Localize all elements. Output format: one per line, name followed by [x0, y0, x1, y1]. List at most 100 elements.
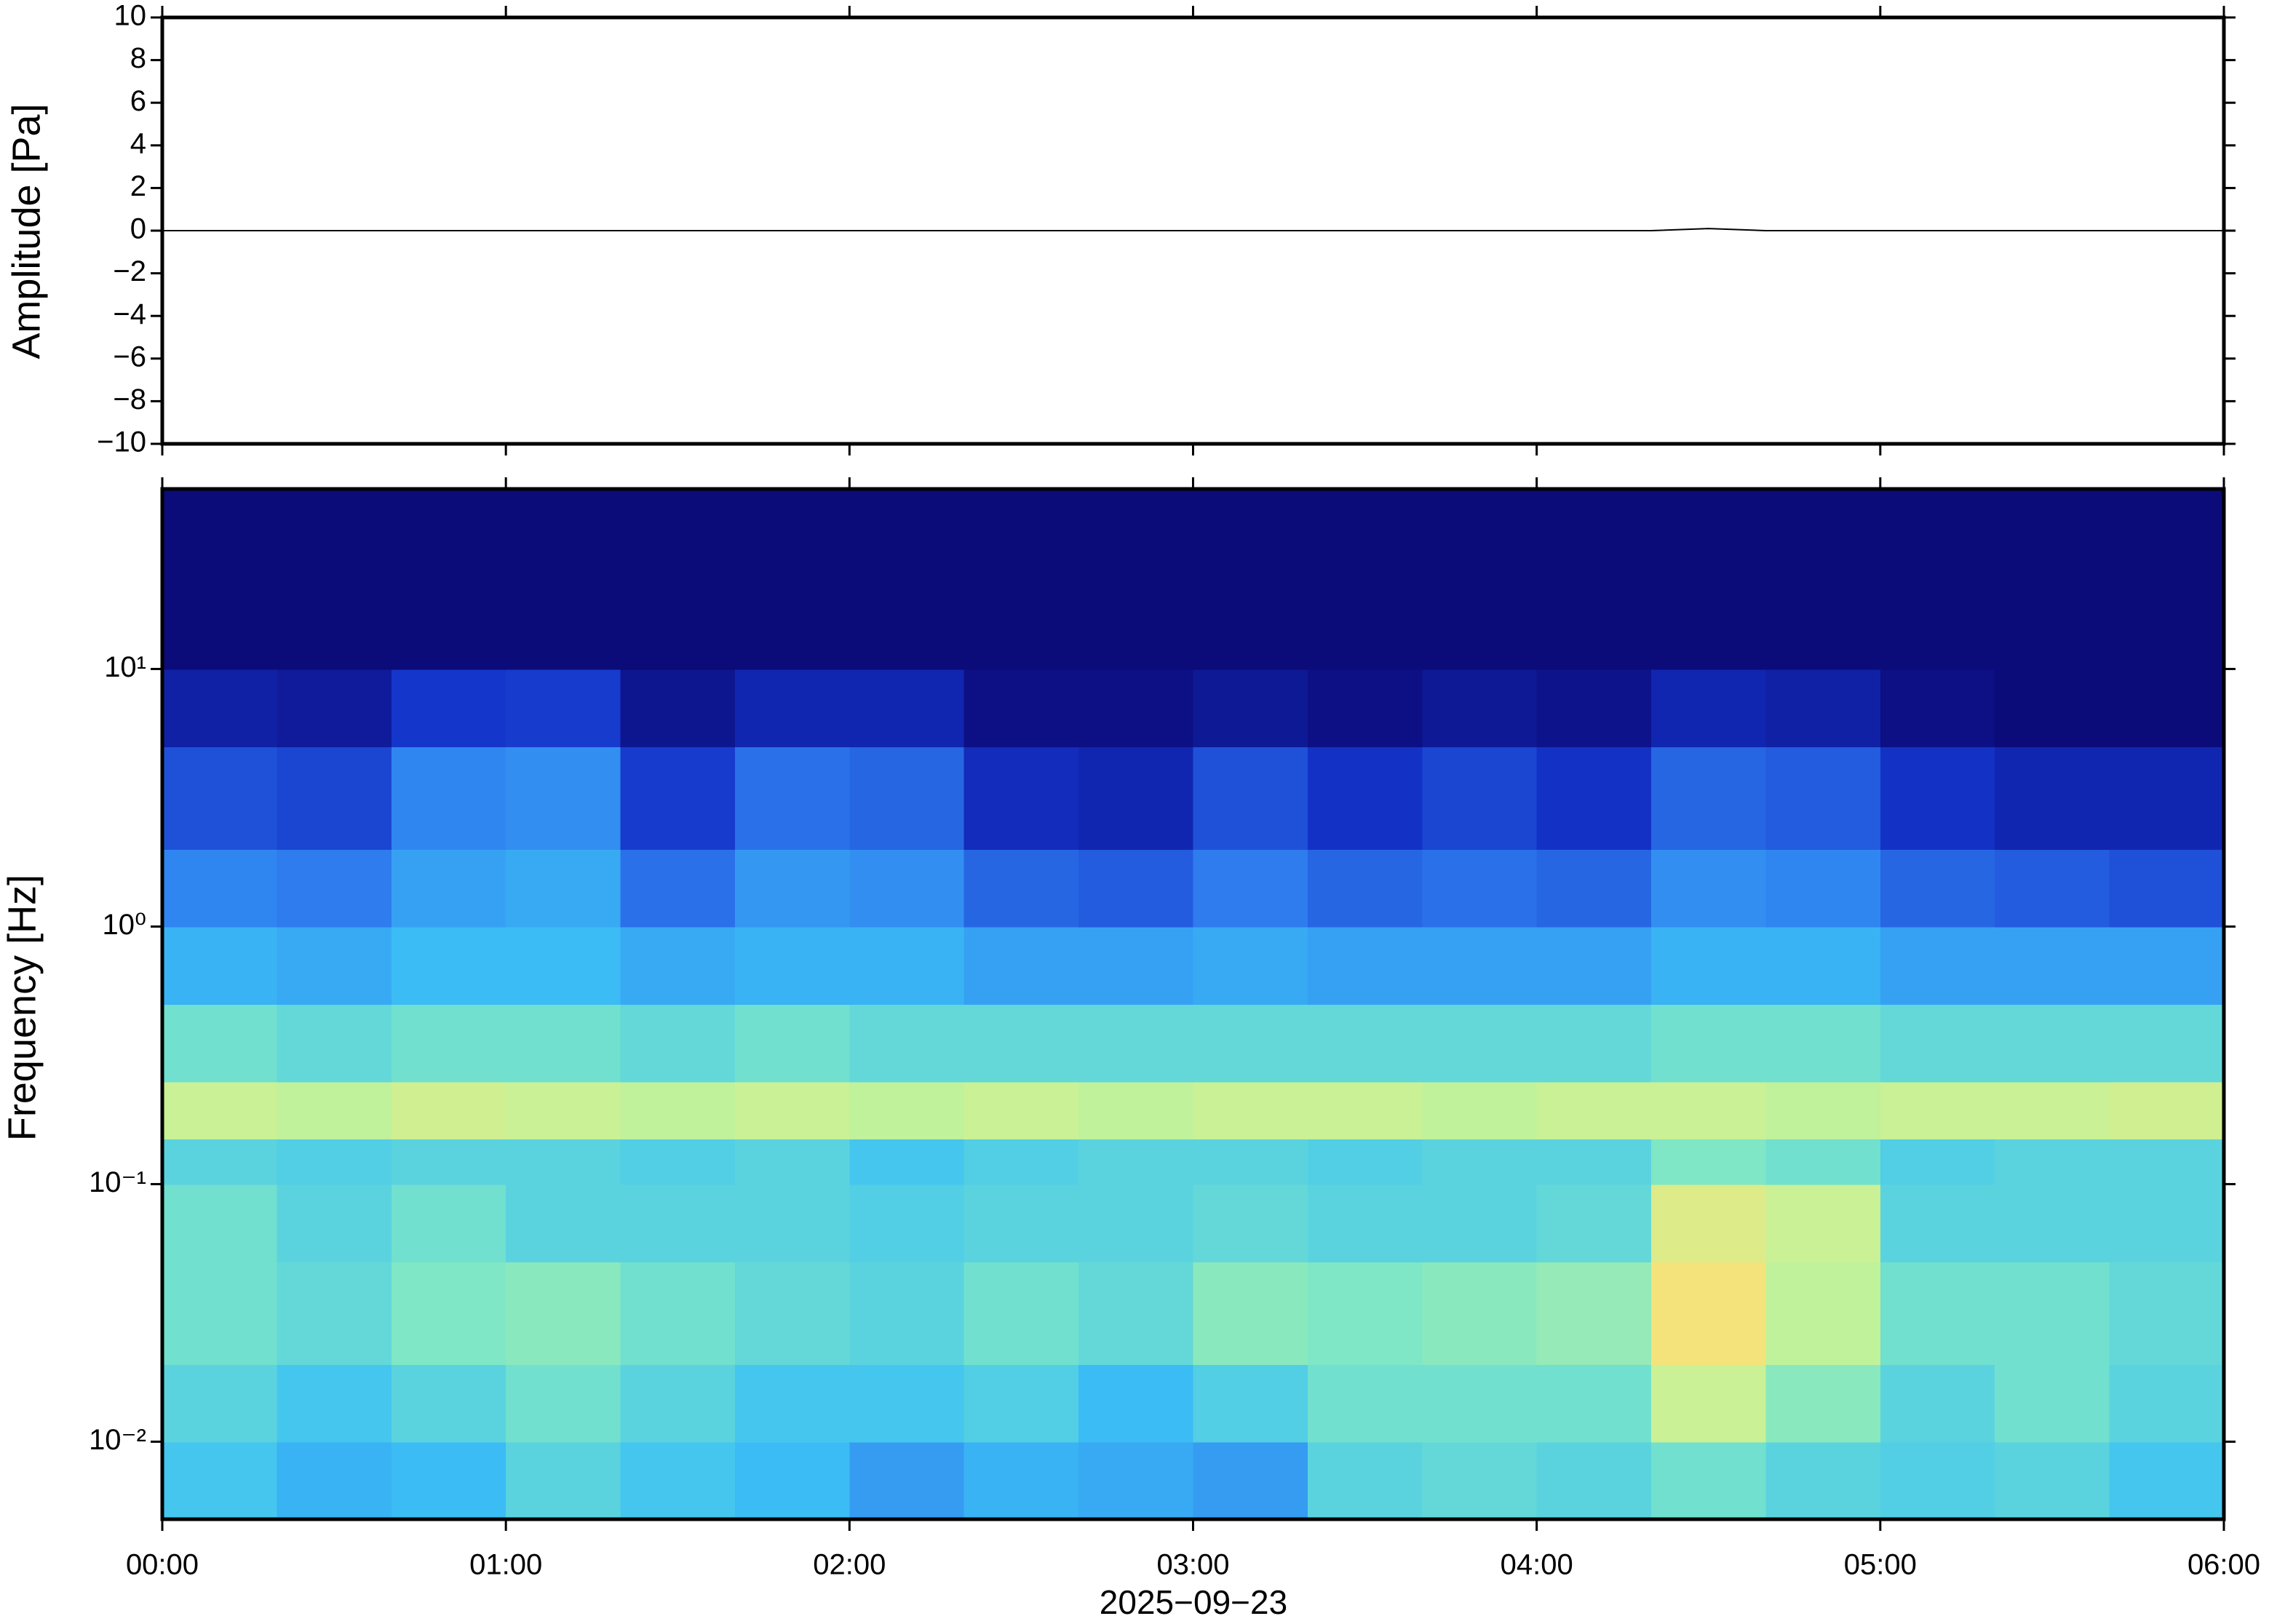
heatmap-cell	[277, 1441, 392, 1520]
heatmap-cell	[1651, 747, 1767, 850]
heatmap-cell	[734, 1081, 851, 1140]
heatmap-cell	[1307, 1364, 1423, 1443]
y-tick-label: −8	[113, 383, 146, 415]
heatmap-cell	[1193, 926, 1308, 1005]
heatmap-cell	[620, 669, 736, 747]
heatmap-cell	[506, 1004, 621, 1083]
heatmap-cell	[734, 669, 851, 747]
heatmap-cell	[1078, 848, 1194, 928]
spectrogram	[162, 489, 2225, 1520]
heatmap-cell	[1193, 669, 1308, 747]
heatmap-cell	[1536, 1139, 1653, 1185]
heatmap-cell	[734, 926, 851, 1005]
heatmap-cell	[1078, 1364, 1194, 1443]
heatmap-cell	[1422, 489, 1538, 592]
y-tick-label: −10	[97, 426, 146, 458]
y-tick-label: −2	[113, 255, 146, 287]
heatmap-cell	[162, 926, 278, 1005]
heatmap-cell	[1880, 848, 1996, 928]
heatmap-cell	[1651, 1262, 1767, 1365]
heatmap-cell	[1880, 1364, 1996, 1443]
heatmap-cell	[277, 848, 392, 928]
heatmap-cell	[1307, 591, 1423, 670]
heatmap-cell	[277, 1081, 392, 1140]
heatmap-cell	[277, 926, 392, 1005]
heatmap-cell	[506, 669, 621, 747]
heatmap-cell	[2109, 669, 2225, 747]
heatmap-cell	[1765, 1364, 1881, 1443]
heatmap-cell	[620, 848, 736, 928]
heatmap-cell	[2109, 489, 2225, 592]
heatmap-cell	[734, 1364, 851, 1443]
heatmap-cell	[391, 1441, 507, 1520]
heatmap-cell	[1193, 1262, 1308, 1365]
heatmap-cell	[277, 489, 392, 592]
heatmap-cell	[506, 926, 621, 1005]
heatmap-cell	[620, 747, 736, 850]
heatmap-cell	[1078, 747, 1194, 850]
heatmap-cell	[391, 669, 507, 747]
heatmap-cell	[1765, 1184, 1881, 1262]
heatmap-cell	[963, 1081, 1080, 1140]
y-tick-label: −4	[113, 298, 146, 330]
heatmap-cell	[506, 1081, 621, 1140]
heatmap-cell	[162, 669, 278, 747]
heatmap-cell	[162, 1184, 278, 1262]
heatmap-cell	[506, 1262, 621, 1365]
heatmap-cell	[1995, 1262, 2110, 1365]
heatmap-cell	[849, 1441, 965, 1520]
heatmap-cell	[849, 1139, 965, 1185]
heatmap-cell	[506, 1441, 621, 1520]
x-tick-label: 00:00	[126, 1549, 199, 1581]
heatmap-cell	[1307, 747, 1423, 850]
heatmap-cell	[1307, 848, 1423, 928]
heatmap-cell	[1422, 1184, 1538, 1262]
heatmap-cell	[1765, 591, 1881, 670]
heatmap-cell	[391, 747, 507, 850]
heatmap-cell	[1995, 1184, 2110, 1262]
heatmap-cell	[963, 1262, 1080, 1365]
heatmap-cell	[1193, 1364, 1308, 1443]
y-tick-label: −6	[113, 341, 146, 373]
heatmap-cell	[1536, 926, 1653, 1005]
heatmap-cell	[849, 1364, 965, 1443]
x-tick-label: 04:00	[1501, 1549, 1573, 1581]
waveform	[162, 228, 2224, 231]
heatmap-cell	[1651, 489, 1767, 592]
heatmap-cell	[277, 1262, 392, 1365]
heatmap-cell	[277, 591, 392, 670]
heatmap-cell	[2109, 1004, 2225, 1083]
heatmap-cell	[1422, 1441, 1538, 1520]
heatmap-cell	[963, 848, 1080, 928]
heatmap-cell	[506, 591, 621, 670]
heatmap-cell	[849, 848, 965, 928]
heatmap-cell	[620, 489, 736, 592]
heatmap-cell	[849, 1184, 965, 1262]
heatmap-cell	[734, 1262, 851, 1365]
heatmap-cell	[1078, 926, 1194, 1005]
heatmap-cell	[391, 489, 507, 592]
heatmap-cell	[1078, 1004, 1194, 1083]
heatmap-cell	[2109, 1184, 2225, 1262]
heatmap-cell	[1536, 669, 1653, 747]
y-tick-label: 10⁻²	[89, 1424, 146, 1456]
heatmap-cell	[963, 489, 1080, 592]
heatmap-cell	[1078, 1184, 1194, 1262]
heatmap-cell	[1880, 489, 1996, 592]
heatmap-cell	[963, 1184, 1080, 1262]
heatmap-cell	[277, 1004, 392, 1083]
heatmap-cell	[1880, 1262, 1996, 1365]
heatmap-cell	[849, 489, 965, 592]
heatmap-cell	[277, 1364, 392, 1443]
y-tick-label: 6	[130, 85, 146, 117]
heatmap-cell	[506, 1139, 621, 1185]
heatmap-cell	[963, 591, 1080, 670]
heatmap-cell	[1078, 489, 1194, 592]
heatmap-cell	[391, 1081, 507, 1140]
heatmap-cell	[620, 1441, 736, 1520]
heatmap-cell	[1193, 1441, 1308, 1520]
heatmap-cell	[277, 1184, 392, 1262]
heatmap-cell	[277, 1139, 392, 1185]
heatmap-cell	[2109, 747, 2225, 850]
y-tick-label: 2	[130, 170, 146, 202]
